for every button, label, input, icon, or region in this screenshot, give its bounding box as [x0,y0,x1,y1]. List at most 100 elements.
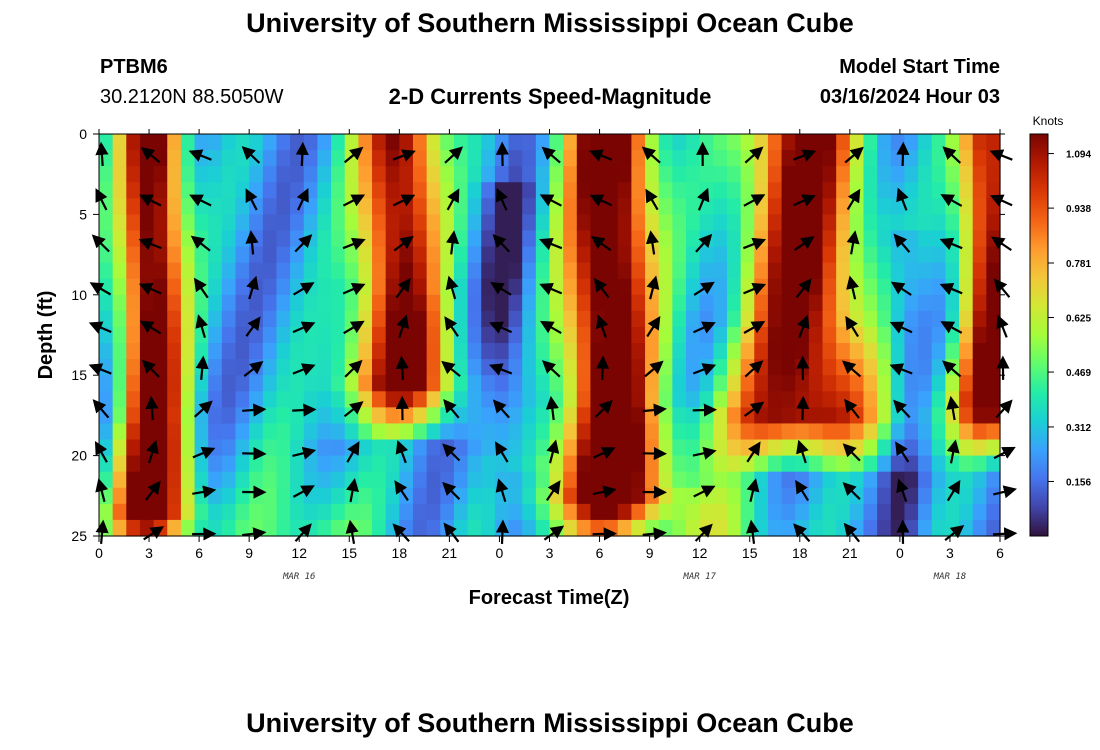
heatmap-cell [563,343,578,360]
heatmap-cell [290,214,305,232]
heatmap-cell [822,375,837,392]
heatmap-cell [849,214,865,232]
heatmap-cell [508,182,523,199]
heatmap-cell [126,246,141,264]
current-arrow [539,320,562,335]
heatmap-cell [262,246,278,264]
heatmap-cell [767,407,783,425]
y-tick-label: 0 [79,126,87,142]
heatmap-cell [849,391,865,408]
heatmap-cell [126,150,141,167]
heatmap-cell [686,150,701,167]
heatmap-cell [358,423,373,441]
heatmap-cell [918,407,933,425]
heatmap-cell [303,455,319,473]
heatmap-cell [986,519,1001,537]
heatmap-cell [849,262,865,280]
heatmap-cell [522,471,537,489]
heatmap-cell [126,423,141,441]
heatmap-cell [426,503,441,521]
current-arrow [744,146,764,164]
heatmap-cell [412,326,428,344]
heatmap-cell [385,166,400,183]
heatmap-cell [576,230,592,248]
heatmap-cell [112,166,127,183]
heatmap-cell [726,326,742,344]
heatmap-cell [590,246,605,264]
current-arrow [944,524,965,541]
heatmap-cell [849,503,865,521]
heatmap-cell [617,166,633,183]
heatmap-cell [617,487,633,505]
heatmap-cell [221,246,237,264]
heatmap-cell [767,134,783,151]
heatmap-cell [549,246,564,264]
current-arrow [489,321,513,334]
heatmap-cell [180,134,196,151]
heatmap-cell [139,359,155,376]
heatmap-cell [481,166,496,183]
heatmap-cell [276,407,291,425]
heatmap-cell [631,150,646,167]
heatmap-cell [331,423,346,441]
heatmap-cell [126,343,141,360]
heatmap-cell [972,487,987,505]
heatmap-cell [262,487,278,505]
heatmap-cell [331,519,346,537]
heatmap-cell [836,375,851,392]
heatmap-cell [522,407,537,425]
heatmap-cell [508,503,523,521]
heatmap-cell [153,230,168,248]
heatmap-cell [385,343,400,360]
heatmap-cell [863,407,878,425]
heatmap-cell [208,278,223,296]
heatmap-cell [412,182,428,199]
heatmap-cell [931,150,946,167]
current-arrow [445,230,460,255]
heatmap-cell [426,455,441,473]
current-arrow [896,141,910,167]
heatmap-cell [986,503,1001,521]
heatmap-cell [99,423,114,441]
heatmap-cell [194,134,209,151]
heatmap-cell [208,214,223,232]
heatmap-cell [972,134,987,151]
heatmap-cell [590,423,605,441]
heatmap-cell [631,214,646,232]
x-tick-label: 12 [692,545,708,561]
heatmap-cell [576,150,592,167]
heatmap-cell [467,455,482,473]
heatmap-cell [221,134,237,151]
heatmap-cell [795,455,810,473]
heatmap-cell [931,278,946,296]
heatmap-cell [576,214,592,232]
heatmap-cell [481,471,496,489]
heatmap-cell [959,487,974,505]
heatmap-cell [959,455,974,473]
current-arrow [342,283,366,296]
heatmap-cell [931,246,946,264]
heatmap-cell [658,166,673,183]
heatmap-cell [576,407,592,425]
heatmap-cell [453,166,469,183]
heatmap-cell [494,423,510,441]
heatmap-cell [945,407,960,425]
heatmap-cell [535,407,551,425]
heatmap-cell [877,407,892,425]
heatmap-cell [863,375,878,392]
heatmap-cell [890,246,906,264]
heatmap-cell [549,503,564,521]
heatmap-cell [112,487,127,505]
heatmap-cell [303,134,319,151]
heatmap-cell [535,294,551,312]
heatmap-cell [822,198,837,215]
heatmap-cell [331,391,346,408]
heatmap-cell [426,407,441,425]
heatmap-cell [931,519,946,537]
heatmap-cell [781,503,796,521]
heatmap-cell [713,214,728,232]
heatmap-cell [863,246,878,264]
heatmap-cell [713,166,728,183]
heatmap-cell [617,150,633,167]
heatmap-cell [795,326,810,344]
